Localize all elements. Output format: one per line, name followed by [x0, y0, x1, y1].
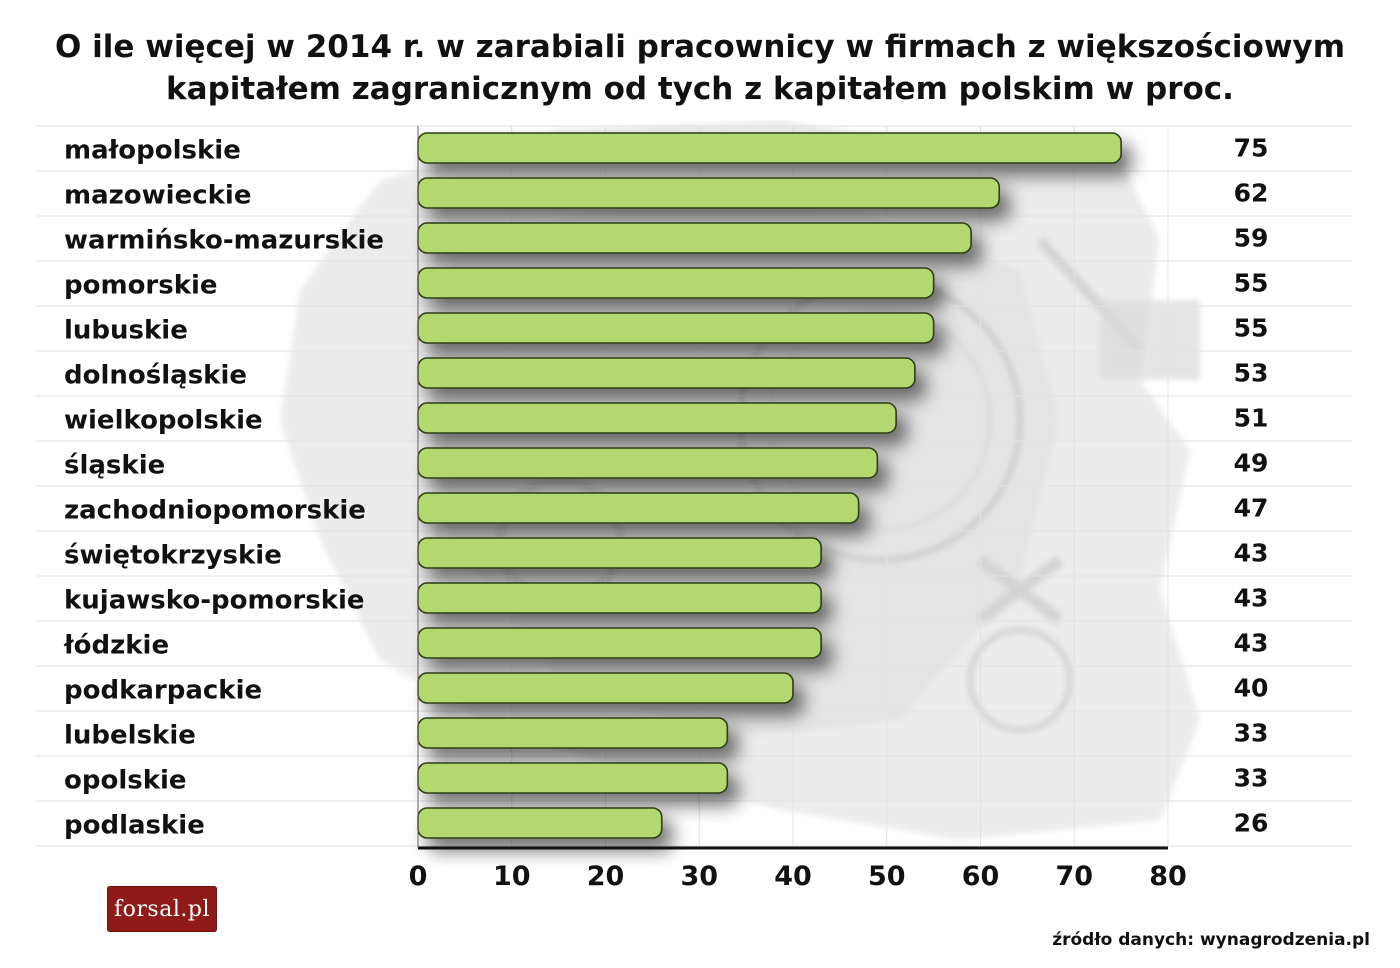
bar — [417, 132, 1122, 164]
x-axis: 0 10 20 30 40 50 60 70 80 — [409, 126, 1187, 892]
bar — [417, 357, 916, 389]
category-label: łódzkie — [63, 631, 169, 661]
value-label: 55 — [1234, 314, 1269, 343]
value-labels: 75 62 59 55 55 53 51 49 47 43 43 43 40 33 33 26 — [1234, 134, 1269, 838]
x-tick-label: 0 — [409, 861, 428, 892]
value-label: 33 — [1234, 764, 1269, 793]
category-label: lubelskie — [64, 721, 196, 751]
value-label: 49 — [1234, 449, 1269, 478]
category-label: świętokrzyskie — [64, 541, 282, 571]
forsal-logo: forsal.pl — [107, 886, 217, 932]
category-label: podlaskie — [64, 811, 205, 841]
category-label: podkarpackie — [64, 676, 262, 706]
x-tick-label: 80 — [1149, 861, 1187, 892]
bar — [417, 807, 663, 839]
category-label: śląskie — [64, 451, 165, 481]
category-label: opolskie — [64, 766, 187, 796]
bar — [417, 402, 897, 434]
value-label: 51 — [1234, 404, 1269, 433]
bar — [417, 582, 822, 614]
category-label: zachodniopomorskie — [64, 496, 366, 526]
x-tick-label: 10 — [493, 861, 531, 892]
value-label: 62 — [1234, 179, 1269, 208]
bar — [417, 717, 729, 749]
value-label: 75 — [1234, 134, 1269, 163]
bars — [417, 132, 1122, 839]
category-label: lubuskie — [64, 316, 188, 346]
category-label: kujawsko-pomorskie — [64, 586, 365, 616]
bar — [417, 537, 822, 569]
x-tick-label: 70 — [1055, 861, 1093, 892]
category-label: warmińsko-mazurskie — [64, 226, 384, 256]
x-tick-label: 50 — [868, 861, 906, 892]
source-note: źródło danych: wynagrodzenia.pl — [1052, 930, 1370, 950]
category-label: mazowieckie — [64, 181, 251, 211]
value-label: 53 — [1234, 359, 1269, 388]
category-label: wielkopolskie — [64, 406, 263, 436]
bar — [417, 672, 794, 704]
bar — [417, 312, 935, 344]
category-label: małopolskie — [64, 136, 241, 166]
x-tick-label: 30 — [680, 861, 718, 892]
gridlines — [36, 125, 1352, 847]
value-label: 47 — [1234, 494, 1269, 523]
bar — [417, 222, 972, 254]
value-label: 40 — [1234, 674, 1269, 703]
bar — [417, 177, 1001, 209]
value-label: 26 — [1234, 809, 1269, 838]
category-label: dolnośląskie — [64, 361, 247, 391]
bar — [417, 447, 879, 479]
x-tick-label: 40 — [774, 861, 812, 892]
chart-title-line-2: kapitałem zagranicznym od tych z kapitał… — [166, 71, 1234, 107]
value-label: 59 — [1234, 224, 1269, 253]
x-tick-label: 20 — [587, 861, 625, 892]
value-label: 33 — [1234, 719, 1269, 748]
value-label: 55 — [1234, 269, 1269, 298]
value-label: 43 — [1234, 629, 1269, 658]
x-tick-label: 60 — [962, 861, 1000, 892]
category-label: pomorskie — [64, 271, 218, 301]
bar — [417, 267, 935, 299]
bar — [417, 627, 822, 659]
category-labels: małopolskie mazowieckie warmińsko-mazurski… — [63, 136, 384, 841]
value-label: 43 — [1234, 584, 1269, 613]
chart-title-line-1: O ile więcej w 2014 r. w zarabiali praco… — [54, 29, 1345, 65]
bar — [417, 762, 729, 794]
bar — [417, 492, 860, 524]
chart-title: O ile więcej w 2014 r. w zarabiali praco… — [0, 26, 1400, 110]
value-label: 43 — [1234, 539, 1269, 568]
